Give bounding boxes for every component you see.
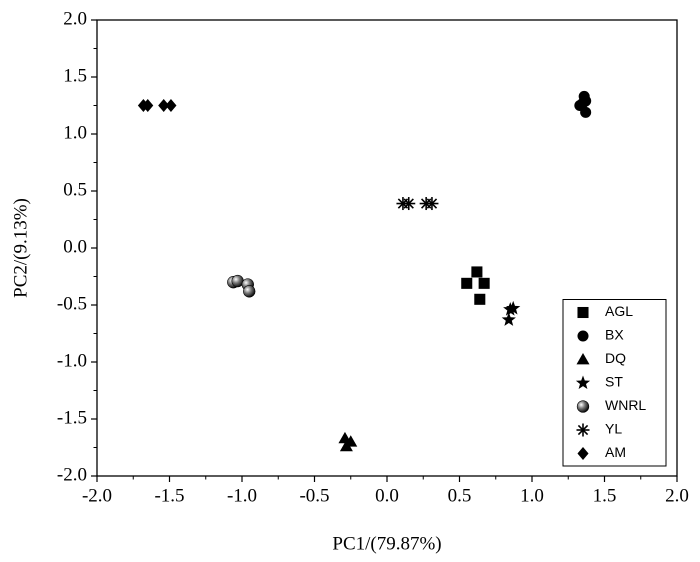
y-tick-label: 1.0 <box>63 122 87 143</box>
asterisk-stroke <box>403 198 414 209</box>
marker-diamond <box>142 99 154 112</box>
y-tick-label: 1.5 <box>63 65 87 86</box>
legend-item: ST <box>575 374 623 390</box>
marker-circle <box>580 106 592 118</box>
marker-triangle <box>576 353 590 365</box>
legend-label: ST <box>605 374 623 390</box>
y-tick-label: 0.0 <box>63 236 87 257</box>
x-tick-label: -2.0 <box>82 485 112 506</box>
y-tick-label: 2.0 <box>63 8 87 29</box>
legend-item: WNRL <box>576 397 646 413</box>
marker-triangle <box>339 439 353 452</box>
legend-item: AM <box>577 444 626 460</box>
marker-star <box>501 312 516 326</box>
legend-label: WNRL <box>605 397 646 413</box>
marker-circle <box>577 330 589 342</box>
x-tick-label: 1.0 <box>520 485 544 506</box>
legend-label: AM <box>605 444 626 460</box>
marker-diamond <box>165 99 177 112</box>
legend-label: AGL <box>605 303 633 319</box>
y-tick-label: -2.0 <box>57 464 87 485</box>
marker-square <box>478 277 490 289</box>
marker-square <box>577 306 589 319</box>
x-tick-label: 1.5 <box>593 485 617 506</box>
y-tick-label: -1.0 <box>57 350 87 371</box>
legend-label: DQ <box>605 350 626 366</box>
marker-star <box>503 302 518 316</box>
legend-item: AGL <box>577 303 633 319</box>
y-tick-label: 0.5 <box>63 179 87 200</box>
x-tick-label: -0.5 <box>299 485 329 506</box>
y-tick-label: -0.5 <box>57 293 87 314</box>
marker-asterisk <box>425 197 439 211</box>
legend: AGL BX DQ ST WNRL YL AM <box>562 299 667 467</box>
x-axis-title: PC1/(79.87%) <box>332 533 441 554</box>
x-tick-label: 2.0 <box>665 485 689 506</box>
asterisk-stroke <box>426 198 438 209</box>
x-tick-label: 0.5 <box>448 485 472 506</box>
marker-diamond <box>158 99 170 112</box>
legend-item: YL <box>576 421 622 437</box>
marker-square <box>474 293 486 305</box>
legend-item: BX <box>577 327 624 343</box>
marker-sphere <box>576 400 590 413</box>
marker-asterisk <box>576 423 590 437</box>
marker-star <box>575 375 591 389</box>
x-tick-label: 0.0 <box>375 485 399 506</box>
marker-asterisk <box>402 197 416 211</box>
marker-sphere <box>243 285 256 298</box>
y-tick-label: -1.5 <box>57 407 87 428</box>
marker-circle <box>577 97 589 109</box>
marker-square <box>471 266 483 278</box>
marker-square <box>461 277 473 289</box>
legend-item: DQ <box>576 350 626 366</box>
y-axis-title: PC2/(9.13%) <box>10 198 31 298</box>
legend-label: YL <box>605 421 622 437</box>
legend-label: BX <box>605 327 624 343</box>
x-tick-label: -1.0 <box>227 485 257 506</box>
x-tick-label: -1.5 <box>154 485 184 506</box>
asterisk-stroke <box>577 424 589 436</box>
marker-diamond <box>577 447 589 460</box>
